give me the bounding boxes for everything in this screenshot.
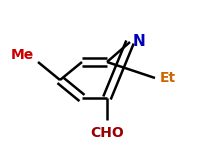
Text: N: N <box>132 35 145 49</box>
Text: CHO: CHO <box>90 126 123 140</box>
Text: Et: Et <box>159 71 175 85</box>
Text: Me: Me <box>11 48 34 62</box>
